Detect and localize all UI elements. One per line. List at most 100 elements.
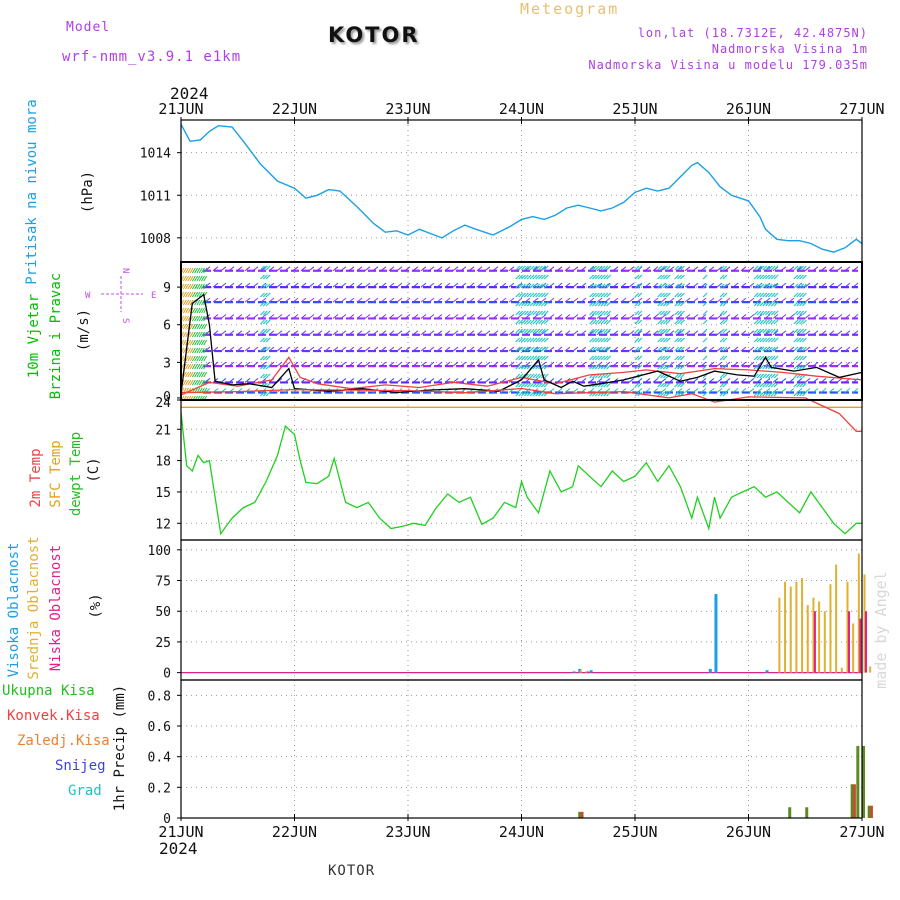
wind-barb-cyan bbox=[773, 310, 779, 316]
wind-barb bbox=[676, 314, 683, 319]
wind-barb bbox=[748, 346, 755, 352]
wind-barb-cyan bbox=[770, 355, 776, 361]
wind-barb-cyan bbox=[796, 382, 802, 388]
wind-barb bbox=[628, 282, 635, 288]
wind-barb-cyan bbox=[773, 265, 779, 271]
wind-barb bbox=[668, 314, 675, 319]
wind-barb bbox=[836, 346, 843, 352]
wind-barb bbox=[412, 361, 419, 367]
wind-barb-early bbox=[196, 299, 201, 306]
wind-barb-early bbox=[203, 331, 208, 338]
wind-barb bbox=[484, 361, 491, 367]
wind-barb-cyan bbox=[526, 391, 532, 397]
wind-barb bbox=[436, 361, 443, 367]
wind-barb-cyan bbox=[532, 319, 538, 325]
wind-barb-cyan bbox=[260, 373, 265, 379]
wind-barb bbox=[628, 314, 635, 319]
tick-label-precip: 0 bbox=[163, 812, 171, 827]
wind-barb-cyan bbox=[589, 355, 595, 361]
wind-barb-early bbox=[187, 307, 192, 314]
wind-barb-cyan bbox=[753, 274, 759, 280]
wind-barb bbox=[484, 378, 491, 383]
wind-barb-cyan bbox=[603, 337, 609, 343]
wind-barb-cyan bbox=[532, 391, 538, 397]
wind-barb bbox=[572, 361, 579, 367]
wind-barb-cyan bbox=[801, 319, 807, 325]
wind-barb bbox=[380, 361, 387, 367]
wind-barb-cyan bbox=[793, 355, 799, 361]
wind-barb-cyan bbox=[637, 319, 643, 325]
wind-barb-cyan bbox=[719, 328, 725, 334]
wind-barb-cyan bbox=[679, 373, 685, 379]
wind-barb-cyan bbox=[765, 337, 770, 343]
wind-barb-cyan bbox=[660, 382, 665, 388]
wind-barb-cyan bbox=[535, 292, 541, 298]
wind-barb-early bbox=[189, 331, 194, 338]
wind-barb bbox=[836, 297, 843, 303]
wind-barb-cyan bbox=[592, 328, 597, 334]
wind-barb-cyan bbox=[262, 337, 268, 343]
coords-label: lon,lat (18.7312E, 42.4875N) bbox=[637, 26, 868, 40]
wind-barb-cyan bbox=[657, 265, 663, 271]
wind-barb-cyan bbox=[262, 364, 268, 370]
wind-barb-cyan bbox=[722, 355, 728, 361]
wind-barb bbox=[572, 330, 579, 336]
wind-barb bbox=[612, 314, 619, 319]
wind-barb bbox=[580, 297, 587, 303]
wind-barb bbox=[588, 388, 595, 393]
wind-barb-cyan bbox=[759, 283, 765, 289]
wind-barb bbox=[396, 330, 403, 336]
wind-barb-cyan bbox=[265, 337, 271, 343]
wind-barb bbox=[428, 297, 435, 303]
wind-barb-cyan bbox=[773, 283, 779, 289]
wind-barb-early bbox=[196, 323, 201, 330]
wind-barb bbox=[396, 378, 403, 383]
wind-barb bbox=[380, 378, 387, 383]
wind-barb bbox=[420, 282, 427, 288]
wind-barb bbox=[540, 314, 547, 319]
wind-barb bbox=[292, 330, 299, 336]
wind-barb-cyan bbox=[265, 328, 271, 334]
wind-barb-cyan bbox=[799, 391, 804, 397]
wind-barb bbox=[548, 330, 555, 336]
wind-barb-cyan bbox=[589, 301, 595, 307]
wind-barb bbox=[388, 314, 395, 319]
wind-barb-cyan bbox=[543, 265, 549, 271]
wind-barb-cyan bbox=[660, 301, 665, 307]
wind-barb bbox=[652, 266, 659, 272]
wind-barb-cyan bbox=[523, 274, 529, 280]
wind-barb bbox=[812, 361, 819, 367]
wind-barb-cyan bbox=[773, 292, 779, 298]
wind-barb-cyan bbox=[657, 283, 663, 289]
wind-barb-cyan bbox=[521, 382, 526, 388]
wind-barb bbox=[620, 346, 627, 352]
wind-barb bbox=[292, 378, 299, 383]
wind-barb bbox=[820, 266, 827, 272]
wind-barb bbox=[820, 314, 827, 319]
wind-barb-cyan bbox=[765, 265, 770, 271]
wind-barb-cyan bbox=[526, 364, 532, 370]
wind-barb bbox=[412, 282, 419, 288]
wind-barb-cyan bbox=[762, 274, 768, 280]
wind-barb bbox=[276, 330, 283, 336]
wind-barb bbox=[244, 266, 251, 272]
wind-barb-cyan bbox=[523, 337, 529, 343]
wind-barb bbox=[604, 314, 611, 319]
wind-barb bbox=[228, 282, 235, 288]
wind-barb-cyan bbox=[759, 337, 765, 343]
wind-barb-cyan bbox=[592, 319, 597, 325]
wind-barb-early bbox=[191, 267, 196, 274]
wind-barb-cyan bbox=[753, 364, 759, 370]
wind-barb-cyan bbox=[592, 301, 597, 307]
wind-barb-cyan bbox=[657, 274, 663, 280]
wind-barb bbox=[444, 330, 451, 336]
wind-barb-cyan bbox=[719, 346, 725, 352]
wind-barb bbox=[756, 297, 763, 303]
wind-barb-early bbox=[196, 331, 201, 338]
wind-barb-early bbox=[189, 299, 194, 306]
wind-barb bbox=[564, 266, 571, 272]
wind-barb bbox=[444, 361, 451, 367]
wind-barb bbox=[668, 266, 675, 272]
wind-barb-early bbox=[187, 355, 192, 362]
wind-barb bbox=[612, 297, 619, 303]
